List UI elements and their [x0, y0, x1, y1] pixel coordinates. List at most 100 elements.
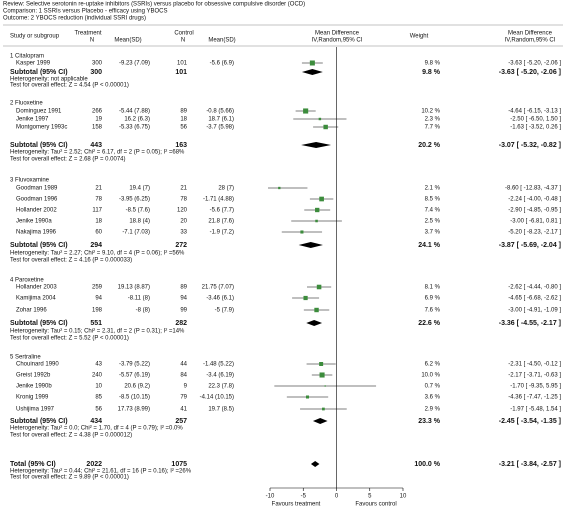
effect-ci: -3.21 [ -3.84, -2.57 ] — [499, 461, 561, 468]
study-square — [305, 395, 310, 399]
total-label: Total (95% CI) — [10, 461, 56, 468]
mean-control: 21.8 (7.6) — [208, 219, 234, 225]
study-square — [319, 362, 324, 366]
weight: 100.0 % — [414, 461, 440, 468]
n-control: 9 — [184, 384, 188, 390]
mean-control: -4.14 (10.15) — [200, 395, 234, 401]
overall-test: Test for overall effect: Z = 9.89 (P < 0… — [10, 475, 129, 481]
heterogeneity: Heterogeneity: Tau² = 0.44; Chi² = 21.61… — [10, 469, 192, 475]
mean-treatment: -9.23 (7.09) — [119, 61, 150, 67]
weight: 9.8 % — [422, 69, 441, 76]
n-control: 79 — [180, 395, 187, 401]
mean-treatment: 17.73 (8.99) — [118, 407, 150, 413]
study-square — [303, 108, 309, 114]
weight: 0.7 % — [425, 384, 441, 390]
study-square — [316, 284, 322, 290]
mean-treatment: -3.79 (5.22) — [119, 362, 150, 368]
study-square — [323, 124, 328, 130]
mean-control: -5.6 (7.7) — [210, 208, 234, 214]
n-control: 89 — [180, 285, 187, 291]
mean-control: -3.4 (6.19) — [206, 373, 234, 379]
effect-ci: -2.31 [ -4.50, -0.12 ] — [508, 362, 561, 368]
weight: 24.1 % — [418, 242, 441, 249]
mean-treatment: 19.4 (7) — [129, 186, 150, 192]
study-square — [315, 207, 320, 213]
effect-ci: -2.90 [ -4.85, -0.95 ] — [508, 208, 561, 214]
mean-treatment: -8.11 (8) — [128, 296, 150, 302]
mean-control: 28 (7) — [218, 186, 234, 192]
effect-ci: -4.65 [ -6.68, -2.62 ] — [508, 296, 561, 302]
study-name: Goodman 1996 — [16, 197, 58, 203]
n-control: 84 — [180, 373, 187, 379]
col-control: Control — [174, 31, 193, 37]
col-study: Study or subgroup — [10, 34, 60, 40]
mean-control: -3.46 (6.1) — [206, 296, 234, 302]
effect-ci: -2.24 [ -4.00, -0.48 ] — [508, 197, 561, 203]
col-treatment: Treatment — [74, 31, 101, 37]
effect-ci: -2.17 [ -3.71, -0.63 ] — [508, 373, 561, 379]
mean-treatment: -7.1 (7.03) — [122, 230, 150, 236]
weight: 2.5 % — [425, 219, 441, 225]
mean-control: -5 (7.9) — [215, 308, 234, 314]
group-title: 3 Fluvoxamine — [10, 178, 50, 184]
n-treatment: 300 — [92, 61, 103, 67]
study-square — [300, 230, 304, 234]
n-control: 56 — [180, 125, 187, 131]
col-md2-method: IV,Random,95% CI — [505, 38, 556, 44]
n-control: 282 — [175, 320, 187, 327]
plot-area — [268, 60, 377, 467]
subtotal-label: Subtotal (95% CI) — [10, 418, 68, 425]
weight: 7.7 % — [425, 125, 441, 131]
study-square — [309, 60, 315, 66]
pooled-diamond — [310, 461, 320, 467]
study-name: Kamijima 2004 — [16, 296, 56, 302]
x-tick-label: 10 — [400, 494, 407, 500]
heterogeneity: Heterogeneity: not applicable — [10, 77, 88, 83]
review-line: Review: Selective serotonin re-uptake in… — [3, 2, 305, 8]
mean-treatment: -8.5 (7.6) — [126, 208, 150, 214]
study-name: Jenike 1990b — [16, 384, 52, 390]
study-name: Dominguez 1991 — [16, 109, 62, 115]
mean-treatment: -8.5 (10.15) — [119, 395, 150, 401]
weight: 7.6 % — [425, 308, 441, 314]
subtotal-label: Subtotal (95% CI) — [10, 242, 68, 249]
study-name: Greist 1992b — [16, 373, 51, 379]
weight: 22.6 % — [418, 320, 441, 327]
weight: 8.1 % — [425, 285, 441, 291]
study-name: Hollander 2003 — [16, 285, 57, 291]
group-title: 2 Fluoxetine — [10, 101, 43, 107]
n-treatment: 443 — [90, 142, 102, 149]
heterogeneity: Heterogeneity: Tau² = 2.27; Chi² = 9.10,… — [10, 251, 185, 257]
overall-test: Test for overall effect: Z = 5.52 (P < 0… — [10, 336, 129, 342]
n-control: 101 — [177, 61, 188, 67]
study-square — [318, 117, 322, 121]
mean-control: 18.7 (6.1) — [208, 117, 234, 123]
col-weight: Weight — [410, 34, 429, 40]
effect-ci: -3.87 [ -5.69, -2.04 ] — [499, 242, 561, 249]
n-control: 20 — [180, 219, 187, 225]
n-treatment: 117 — [92, 208, 102, 214]
mean-treatment: 16.2 (6.3) — [124, 117, 150, 123]
weight: 20.2 % — [418, 142, 441, 149]
x-tick-label: -10 — [266, 494, 275, 500]
n-treatment: 240 — [92, 373, 103, 379]
overall-test: Test for overall effect: Z = 4.38 (P = 0… — [10, 433, 132, 439]
n-control: 44 — [180, 362, 187, 368]
weight: 6.9 % — [425, 296, 441, 302]
n-control: 163 — [175, 142, 187, 149]
mean-control: -1.9 (7.2) — [210, 230, 234, 236]
pooled-diamond — [301, 69, 323, 75]
n-control: 99 — [180, 308, 187, 314]
mean-treatment: -5.57 (6.19) — [119, 373, 150, 379]
weight: 3.6 % — [425, 395, 441, 401]
col-md: Mean Difference — [315, 31, 360, 37]
n-control: 41 — [180, 407, 187, 413]
n-treatment: 43 — [95, 362, 102, 368]
effect-ci: -3.07 [ -5.32, -0.82 ] — [499, 142, 561, 149]
n-treatment: 300 — [90, 69, 102, 76]
study-name: Hollander 2002 — [16, 208, 57, 214]
mean-treatment: -8 (8) — [136, 308, 150, 314]
weight: 2.1 % — [425, 186, 441, 192]
x-tick-label: -5 — [301, 494, 307, 500]
mean-control: -1.71 (4.88) — [203, 197, 234, 203]
